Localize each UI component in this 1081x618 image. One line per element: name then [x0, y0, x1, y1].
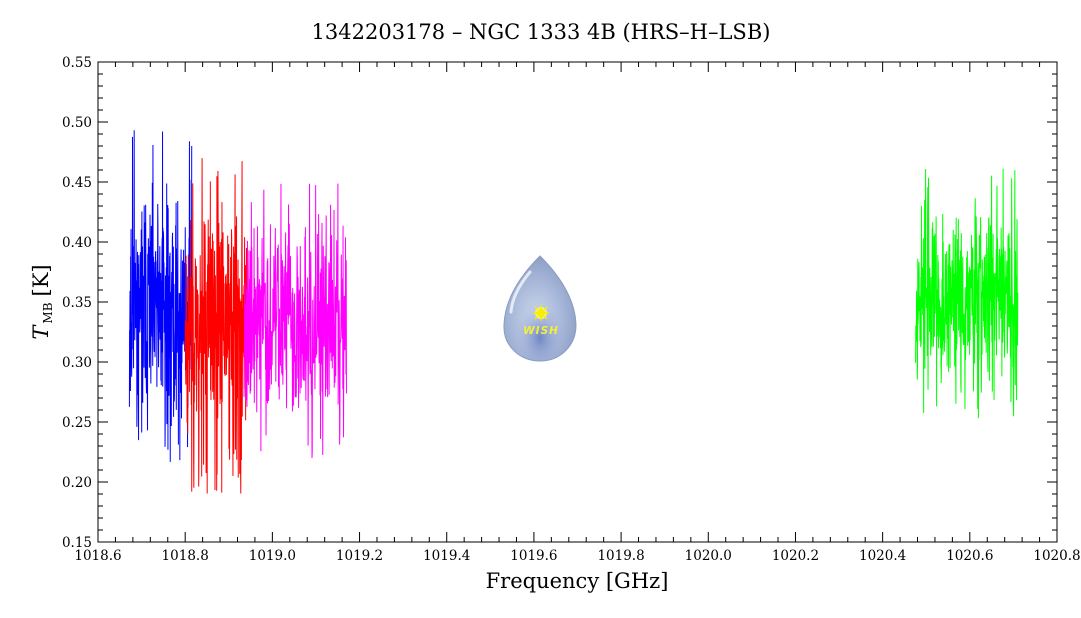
x-tick-label: 1019.0	[249, 548, 296, 564]
spectrum-series-1	[128, 130, 193, 462]
y-tick-label: 0.50	[62, 115, 92, 131]
y-axis-label-main: T	[29, 324, 53, 340]
y-axis-label-sub: MB	[41, 302, 55, 323]
wish-logo: WISH	[503, 255, 577, 362]
y-tick-label: 0.20	[62, 475, 92, 491]
x-tick-label: 1018.6	[74, 548, 121, 564]
x-tick-label: 1019.2	[336, 548, 383, 564]
x-tick-label: 1019.8	[597, 548, 644, 564]
x-tick-label: 1020.6	[946, 548, 993, 564]
x-tick-label: 1019.6	[510, 548, 557, 564]
y-axis-label-unit: [K]	[29, 264, 53, 296]
y-tick-label: 0.35	[62, 295, 92, 311]
spectrum-series-4	[914, 168, 1019, 419]
spectrum-series	[128, 130, 1019, 494]
logo-text: WISH	[523, 325, 559, 337]
x-tick-label: 1020.8	[1033, 548, 1080, 564]
y-tick-label: 0.30	[62, 355, 92, 371]
y-tick-label: 0.25	[62, 415, 92, 431]
spectrum-series-2	[184, 158, 249, 494]
y-tick-label: 0.45	[62, 175, 92, 191]
axis-ticks: 1018.6 1018.8 1019.0 1019.2 1019.4 1019.6 1019…	[62, 55, 1081, 564]
x-tick-label: 1020.2	[772, 548, 819, 564]
star-icon	[532, 304, 550, 322]
y-tick-label: 0.15	[62, 535, 92, 551]
chart-title: 1342203178 – NGC 1333 4B (HRS–H–LSB)	[312, 20, 771, 44]
y-tick-label: 0.55	[62, 55, 92, 71]
x-tick-label: 1020.4	[859, 548, 906, 564]
y-axis-label: TMB [K]	[29, 264, 55, 339]
svg-text:TMB[K]: TMB [K]	[29, 264, 55, 339]
x-tick-label: 1020.0	[685, 548, 732, 564]
x-axis-label: Frequency [GHz]	[486, 569, 669, 593]
x-tick-label: 1018.8	[162, 548, 209, 564]
x-tick-label: 1019.4	[423, 548, 470, 564]
y-tick-label: 0.40	[62, 235, 92, 251]
spectrum-series-3	[243, 183, 347, 459]
